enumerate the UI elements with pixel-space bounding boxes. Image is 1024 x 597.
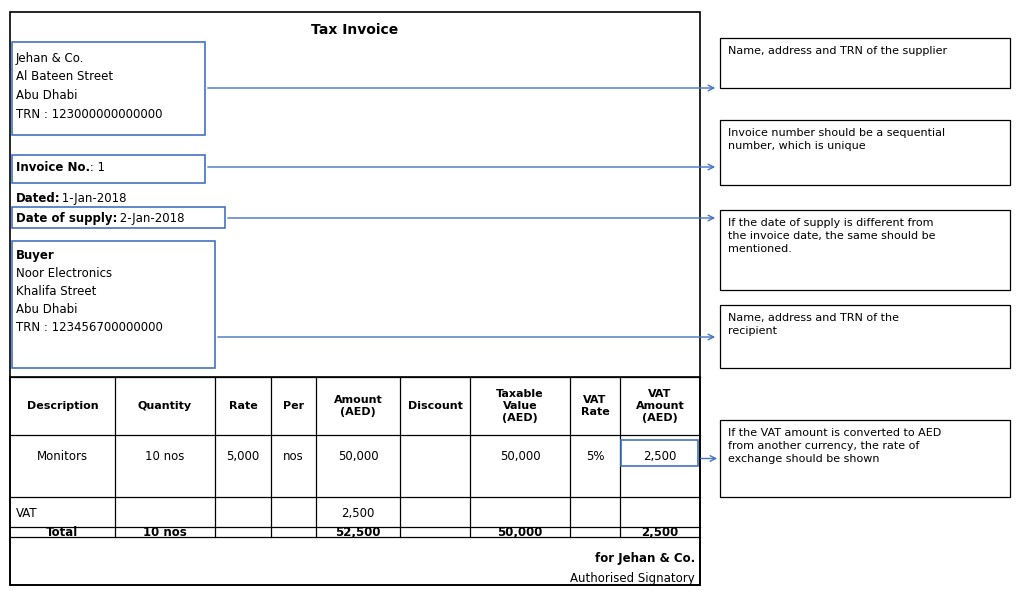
Bar	[720, 210, 1010, 290]
Text: VAT
Rate: VAT Rate	[581, 395, 609, 417]
Text: Abu Dhabi: Abu Dhabi	[16, 303, 78, 316]
Text: nos: nos	[283, 450, 304, 463]
Text: Per: Per	[283, 401, 304, 411]
Text: Jehan & Co.: Jehan & Co.	[16, 52, 84, 65]
Text: Taxable
Value
(AED): Taxable Value (AED)	[497, 389, 544, 423]
Text: Invoice number should be a sequential
number, which is unique: Invoice number should be a sequential nu…	[728, 128, 945, 151]
Text: : 1: : 1	[86, 161, 105, 174]
Text: 50,000: 50,000	[338, 450, 378, 463]
Text: 5%: 5%	[586, 450, 604, 463]
Bar	[720, 120, 1010, 185]
Text: VAT
Amount
(AED): VAT Amount (AED)	[636, 389, 684, 423]
Text: Name, address and TRN of the supplier: Name, address and TRN of the supplier	[728, 46, 947, 56]
Text: 2-Jan-2018: 2-Jan-2018	[116, 212, 184, 225]
Text: VAT: VAT	[16, 507, 38, 520]
Text: Rate: Rate	[228, 401, 257, 411]
Text: Al Bateen Street: Al Bateen Street	[16, 70, 113, 83]
Text: 10 nos: 10 nos	[145, 450, 184, 463]
Bar	[12, 241, 215, 368]
Bar	[12, 155, 205, 183]
Text: TRN : 123456700000000: TRN : 123456700000000	[16, 321, 163, 334]
Text: 50,000: 50,000	[500, 450, 541, 463]
Text: Authorised Signatory: Authorised Signatory	[570, 572, 695, 585]
Bar	[720, 38, 1010, 88]
Text: Dated:: Dated:	[16, 192, 60, 205]
Text: Buyer: Buyer	[16, 249, 54, 262]
Bar	[12, 207, 225, 228]
Bar	[720, 305, 1010, 368]
Text: Tax Invoice: Tax Invoice	[311, 23, 398, 37]
Text: 2,500: 2,500	[341, 507, 375, 520]
Text: 1-Jan-2018: 1-Jan-2018	[58, 192, 127, 205]
Text: TRN : 123000000000000: TRN : 123000000000000	[16, 108, 163, 121]
Text: Monitors: Monitors	[37, 450, 88, 463]
Text: Discount: Discount	[408, 401, 463, 411]
Text: If the date of supply is different from
the invoice date, the same should be
men: If the date of supply is different from …	[728, 218, 936, 254]
Text: 2,500: 2,500	[641, 525, 679, 538]
Text: Quantity: Quantity	[138, 401, 193, 411]
Text: Noor Electronics: Noor Electronics	[16, 267, 112, 280]
Text: Description: Description	[27, 401, 98, 411]
Bar	[12, 42, 205, 135]
Text: Total: Total	[46, 525, 79, 538]
Text: Invoice No.: Invoice No.	[16, 161, 90, 174]
Text: Abu Dhabi: Abu Dhabi	[16, 89, 78, 102]
Text: 52,500: 52,500	[335, 525, 381, 538]
Text: Date of supply:: Date of supply:	[16, 212, 118, 225]
Bar	[10, 377, 700, 585]
Bar	[720, 420, 1010, 497]
Bar	[621, 440, 698, 466]
Text: Khalifa Street: Khalifa Street	[16, 285, 96, 298]
Text: 10 nos: 10 nos	[143, 525, 186, 538]
Text: 50,000: 50,000	[498, 525, 543, 538]
Text: If the VAT amount is converted to AED
from another currency, the rate of
exchang: If the VAT amount is converted to AED fr…	[728, 428, 941, 464]
Text: Amount
(AED): Amount (AED)	[334, 395, 382, 417]
Text: 2,500: 2,500	[643, 450, 677, 463]
Text: 5,000: 5,000	[226, 450, 260, 463]
Text: for Jehan & Co.: for Jehan & Co.	[595, 552, 695, 565]
Bar	[10, 12, 700, 585]
Text: Name, address and TRN of the
recipient: Name, address and TRN of the recipient	[728, 313, 899, 336]
